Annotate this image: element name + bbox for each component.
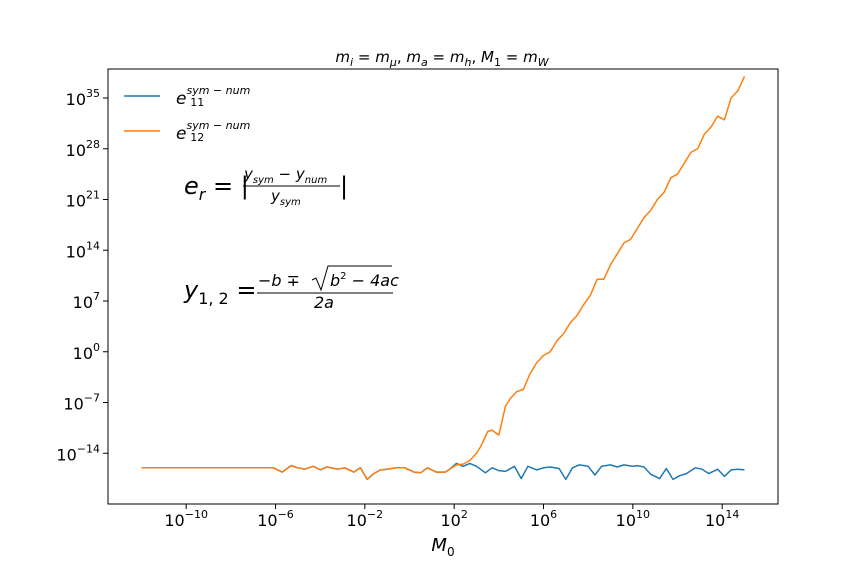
x-tick-label: 102 [440,508,467,530]
legend-item-e12: esym − num 12 [124,119,250,144]
svg-text:y1, 2 =: y1, 2 = [183,276,256,308]
legend-item-e11: esym − num 11 [124,84,250,109]
y-axis-ticks: 1035 1028 1021 1014 107 100 10−7 10−14 [56,87,108,464]
svg-text:er = |: er = | [184,172,249,204]
legend: esym − num 11 esym − num 12 [124,84,250,144]
quadratic-formula: y1, 2 = −b ∓ b2 − 4ac 2a [183,265,399,312]
y-tick-label: 1028 [66,138,100,160]
x-axis-ticks: 10−10 10−6 10−2 102 106 1010 1014 [164,504,739,530]
x-tick-label: 1014 [705,508,739,530]
x-tick-label: 106 [530,508,557,530]
y-tick-label: 10−7 [63,392,100,414]
x-tick-label: 10−2 [347,508,384,530]
error-formula-numerator: ysym − ynum [243,165,327,186]
chart-title: mi = mμ, ma = mh, M1 = mW [335,48,549,69]
legend-label-e11: esym − num 11 [176,84,250,109]
series-line-e12 [141,75,746,481]
legend-label-e12: esym − num 12 [176,119,250,144]
y-tick-label: 1035 [66,87,100,109]
x-tick-label: 10−10 [164,508,208,530]
quadratic-formula-numerator: −b ∓ [258,271,300,290]
plot-area: 10−10 10−6 10−2 102 106 1010 1014 1035 1028 1021… [56,68,779,530]
x-axis-label: M0 [431,535,454,559]
y-tick-label: 107 [73,290,100,312]
x-tick-label: 1010 [616,508,650,530]
x-tick-label: 10−6 [257,508,294,530]
y-tick-label: 1014 [66,239,100,261]
sqrt-sign [311,265,392,292]
y-tick-label: 100 [73,341,100,363]
y-tick-label: 10−14 [56,442,100,464]
plot-frame [107,68,779,505]
y-tick-label: 1021 [66,189,100,211]
error-formula: er = | ysym − ynum ysym | [184,165,348,208]
quadratic-formula-denominator: 2a [314,293,334,312]
svg-text:|: | [340,172,348,200]
error-formula-denominator: ysym [270,187,301,208]
quadratic-formula-radicand: b2 − 4ac [330,271,399,290]
series-layer [141,75,746,481]
